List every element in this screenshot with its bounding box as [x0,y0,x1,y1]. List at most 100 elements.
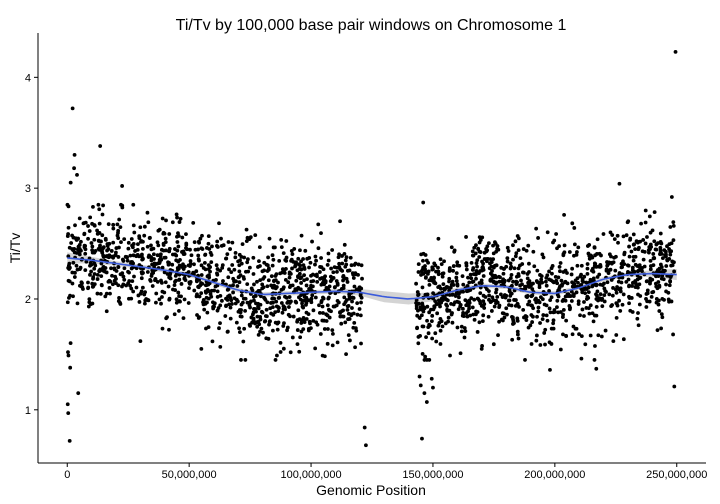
data-point-863 [281,285,286,290]
data-point-2188 [438,328,443,333]
data-point-1269 [508,261,513,266]
data-point-2192 [511,322,515,326]
data-point-944 [71,260,76,265]
data-point-1235 [652,239,657,244]
data-point-1042 [149,274,154,278]
data-point-1507 [579,356,584,361]
data-point-1953 [651,290,656,294]
chart-title: Ti/Tv by 100,000 base pair windows on Ch… [176,17,567,34]
data-point-1942 [465,300,470,305]
data-point-594 [71,294,75,299]
data-point-759 [346,304,351,308]
data-point-1611 [478,250,483,254]
data-point-1506 [421,258,425,263]
data-point-537 [101,245,106,250]
data-point-2128 [650,277,655,282]
data-point-1375 [540,252,545,257]
data-point-1679 [570,221,575,226]
data-point-1147 [280,310,285,315]
data-point-435 [176,231,180,236]
data-point-1772 [668,225,673,229]
data-point-2284 [429,376,434,381]
data-point-1069 [182,276,187,281]
data-point-1110 [348,255,353,260]
data-point-837 [318,276,323,281]
data-point-1920 [624,279,629,284]
data-point-316 [98,243,102,248]
data-point-360 [150,284,155,288]
data-point-62 [279,301,284,305]
data-point-849 [97,268,102,273]
data-point-1183 [79,280,84,285]
data-point-1176 [184,246,188,250]
data-point-2109 [569,272,574,277]
data-point-1517 [540,317,545,321]
x-tick-label-2: 100,000,000 [280,469,341,481]
data-point-1560 [470,249,475,254]
data-point-751 [287,275,292,280]
data-point-1132 [293,263,298,268]
data-point-461 [285,325,290,330]
data-point-2166 [633,254,638,259]
data-point-398 [325,341,330,346]
data-point-2050 [516,336,521,341]
data-point-1090 [123,254,128,259]
data-point-830 [161,243,166,247]
data-point-1061 [178,216,183,221]
data-point-440 [197,294,202,299]
data-point-1819 [611,286,615,290]
data-point-781 [162,255,167,260]
data-point-50 [301,327,306,332]
data-point-908 [347,294,352,299]
data-point-1316 [564,318,569,323]
data-point-1198 [138,291,143,296]
data-point-1593 [460,313,465,318]
data-point-1674 [536,305,541,310]
data-point-332 [127,270,131,275]
data-point-797 [359,341,363,346]
data-point-2158 [626,277,631,282]
data-point-1461 [538,343,543,347]
data-point-1982 [554,232,559,236]
data-point-922 [266,267,271,272]
data-point-2249 [458,351,463,356]
data-point-2066 [576,245,581,250]
data-point-482 [309,279,314,284]
data-point-1471 [486,314,491,319]
data-point-2076 [443,286,448,291]
data-point-455 [269,301,273,305]
data-point-973 [215,295,220,299]
data-point-526 [270,263,275,268]
data-point-1978 [421,324,426,329]
data-point-368 [196,253,201,258]
data-point-1319 [614,333,619,337]
data-point-2199 [471,253,476,258]
data-point-646 [90,244,95,249]
data-point-615 [237,330,242,334]
data-point-762 [90,301,95,306]
data-point-70 [326,251,331,256]
data-point-1931 [527,285,532,289]
data-point-942 [354,328,359,333]
data-point-1508 [548,310,553,315]
data-point-2293 [548,368,552,372]
data-point-2251 [491,342,496,347]
data-point-792 [130,279,135,283]
data-point-153 [177,309,181,313]
data-point-1167 [273,245,277,250]
data-point-1616 [599,334,604,339]
data-point-1321 [575,263,580,268]
data-point-959 [141,239,145,244]
data-point-1830 [485,287,489,292]
data-point-1945 [488,278,493,283]
data-point-866 [268,306,273,311]
data-point-867 [144,297,149,301]
data-point-1972 [420,301,425,306]
data-point-620 [70,270,75,275]
data-point-680 [92,266,97,271]
data-point-568 [351,276,356,280]
y-tick-label-1: 2 [25,294,31,306]
data-point-578 [174,212,179,217]
data-point-1878 [563,268,568,273]
data-point-905 [141,247,145,251]
